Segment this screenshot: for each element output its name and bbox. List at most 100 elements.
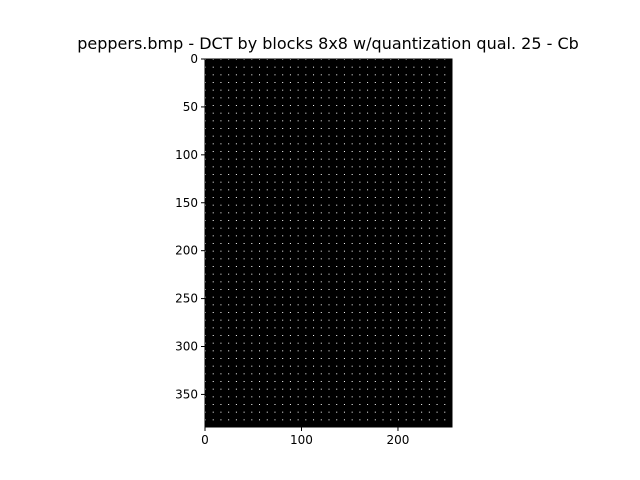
dct-block-dc-dot	[313, 319, 315, 321]
dct-block-dc-dot	[212, 204, 214, 206]
dct-block-dc-dot	[220, 97, 222, 99]
dct-block-dc-dot	[220, 143, 222, 145]
dct-block-dc-dot	[436, 235, 438, 237]
dct-block-dc-dot	[305, 327, 307, 329]
dct-block-dc-dot	[297, 158, 299, 160]
dct-block-dc-dot	[313, 296, 315, 298]
dct-block-dc-dot	[243, 235, 245, 237]
dct-block-dc-dot	[343, 250, 345, 252]
dct-block-dc-dot	[243, 204, 245, 206]
dct-block-dc-dot	[421, 319, 423, 321]
dct-block-dc-dot	[235, 197, 237, 198]
dct-block-dc-dot	[313, 89, 315, 91]
dct-block-dc-dot	[243, 304, 245, 306]
dct-block-dc-dot	[266, 250, 268, 252]
dct-block-dc-dot	[259, 304, 261, 306]
dct-block-dc-dot	[243, 358, 245, 359]
dct-block-dc-dot	[212, 112, 214, 114]
dct-block-dc-dot	[343, 166, 345, 168]
dct-block-dc-dot	[390, 166, 392, 168]
dct-block-dc-dot	[259, 373, 261, 375]
dct-block-dc-dot	[436, 128, 438, 129]
dct-block-dc-dot	[274, 243, 276, 244]
dct-block-dc-dot	[413, 312, 415, 313]
dct-block-dc-dot	[367, 342, 369, 344]
dct-block-dc-dot	[367, 404, 369, 405]
dct-block-dc-dot	[367, 258, 369, 260]
dct-block-dc-dot	[274, 128, 276, 129]
dct-block-dc-dot	[289, 388, 291, 390]
dct-block-dc-dot	[297, 396, 299, 398]
dct-block-dc-dot	[235, 319, 237, 321]
dct-block-dc-dot	[274, 396, 276, 398]
dct-block-dc-dot	[328, 258, 330, 260]
dct-block-dc-dot	[259, 319, 261, 321]
dct-block-dc-dot	[336, 358, 338, 359]
dct-block-dc-dot	[405, 174, 407, 175]
dct-block-grid	[205, 59, 446, 421]
dct-block-dc-dot	[405, 296, 407, 298]
dct-block-dc-dot	[405, 358, 407, 359]
dct-block-dc-dot	[367, 296, 369, 298]
dct-block-dc-dot	[359, 97, 361, 99]
dct-block-dc-dot	[282, 112, 284, 114]
dct-block-dc-dot	[251, 166, 253, 168]
dct-block-dc-dot	[228, 335, 230, 336]
dct-block-dc-dot	[367, 212, 369, 214]
dct-block-dc-dot	[243, 296, 245, 298]
dct-block-dc-dot	[274, 404, 276, 405]
dct-block-dc-dot	[359, 235, 361, 237]
dct-block-dc-dot	[228, 281, 230, 283]
dct-block-dc-dot	[320, 189, 322, 191]
dct-block-dc-dot	[243, 135, 245, 137]
dct-block-dc-dot	[212, 289, 214, 290]
dct-block-dc-dot	[297, 358, 299, 359]
dct-block-dc-dot	[220, 220, 222, 221]
dct-block-dc-dot	[382, 166, 384, 168]
dct-block-dc-dot	[251, 327, 253, 329]
dct-block-dc-dot	[282, 89, 284, 91]
dct-block-dc-dot	[320, 227, 322, 229]
dct-block-dc-dot	[259, 105, 261, 106]
dct-block-dc-dot	[282, 373, 284, 375]
dct-block-dc-dot	[374, 342, 376, 344]
dct-block-dc-dot	[274, 89, 276, 91]
dct-block-dc-dot	[228, 250, 230, 252]
dct-block-dc-dot	[405, 404, 407, 405]
dct-block-dc-dot	[266, 419, 268, 421]
dct-block-dc-dot	[397, 396, 399, 398]
dct-block-dc-dot	[359, 181, 361, 183]
dct-block-dc-dot	[220, 258, 222, 260]
dct-block-dc-dot	[228, 396, 230, 398]
y-tick-label: 50	[183, 100, 198, 114]
dct-block-dc-dot	[282, 388, 284, 390]
dct-block-dc-dot	[259, 97, 261, 99]
dct-block-dc-dot	[436, 66, 438, 68]
dct-block-dc-dot	[444, 404, 446, 405]
dct-block-dc-dot	[274, 174, 276, 175]
dct-block-dc-dot	[382, 342, 384, 344]
dct-block-dc-dot	[390, 419, 392, 421]
dct-block-dc-dot	[251, 227, 253, 229]
dct-block-dc-dot	[351, 281, 353, 283]
dct-block-dc-dot	[436, 388, 438, 390]
dct-block-dc-dot	[243, 227, 245, 229]
dct-block-dc-dot	[228, 235, 230, 237]
dct-block-dc-dot	[259, 243, 261, 244]
dct-block-dc-dot	[374, 312, 376, 313]
dct-block-dc-dot	[235, 358, 237, 359]
dct-block-dc-dot	[220, 166, 222, 168]
dct-block-dc-dot	[235, 128, 237, 129]
y-tick-label: 250	[175, 292, 198, 306]
dct-block-dc-dot	[397, 365, 399, 367]
dct-block-dc-dot	[235, 235, 237, 237]
dct-block-dc-dot	[336, 82, 338, 83]
dct-block-dc-dot	[251, 135, 253, 137]
dct-block-dc-dot	[405, 204, 407, 206]
dct-block-dc-dot	[374, 135, 376, 137]
dct-block-dc-dot	[313, 220, 315, 221]
dct-block-dc-dot	[382, 243, 384, 244]
dct-block-dc-dot	[374, 381, 376, 382]
dct-block-dc-dot	[266, 235, 268, 237]
dct-block-dc-dot	[251, 289, 253, 290]
